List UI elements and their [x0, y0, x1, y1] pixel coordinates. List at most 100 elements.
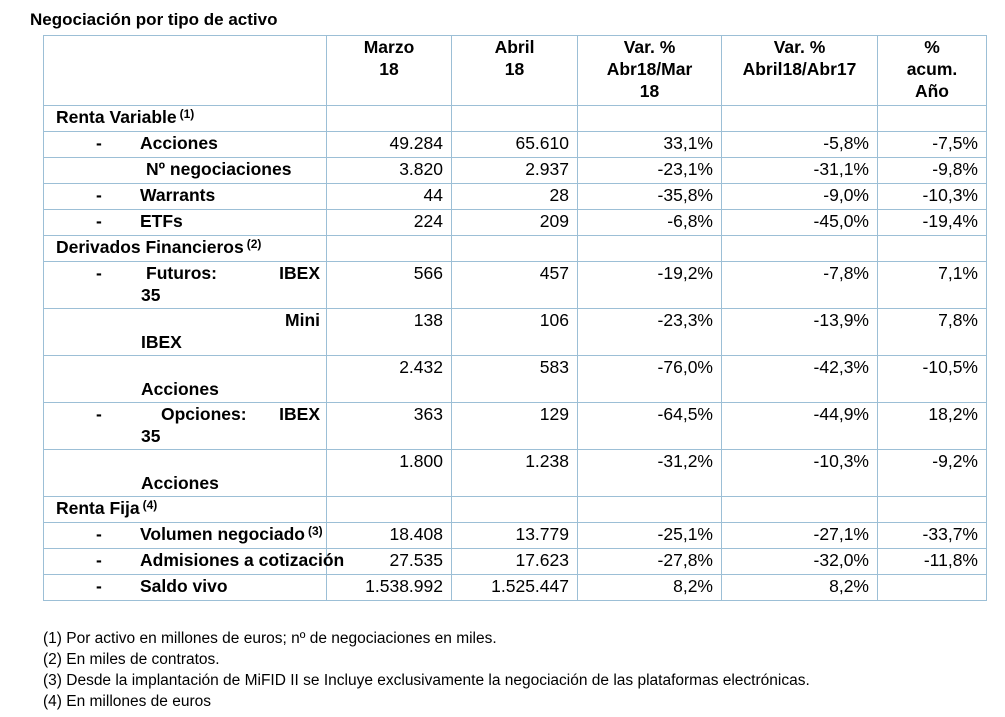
section-row: Derivados Financieros (2) [43, 235, 987, 262]
cell: -44,9% [721, 402, 878, 450]
cell: 65.610 [451, 131, 578, 158]
section-label: Renta Variable (1) [43, 105, 327, 132]
cell: 49.284 [326, 131, 452, 158]
cell: -23,3% [577, 308, 722, 356]
cell: 2.937 [451, 157, 578, 184]
cell: -11,8% [877, 548, 987, 575]
trading-table: Marzo 18 Abril 18 Var. % Abr18/Mar 18 Va… [43, 35, 987, 601]
cell: 8,2% [721, 574, 878, 601]
cell: -25,1% [577, 522, 722, 549]
cell: -35,8% [577, 183, 722, 210]
header-cell: % acum. Año [877, 35, 987, 106]
cell: -33,7% [877, 522, 987, 549]
table-row: - Volumen negociado (3) 18.408 13.779 -25,… [43, 522, 987, 549]
cell: 8,2% [577, 574, 722, 601]
cell: -10,3% [877, 183, 987, 210]
cell: 33,1% [577, 131, 722, 158]
cell: 209 [451, 209, 578, 236]
cell: 129 [451, 402, 578, 450]
cell: 18.408 [326, 522, 452, 549]
cell: 363 [326, 402, 452, 450]
cell: 44 [326, 183, 452, 210]
cell: 1.238 [451, 449, 578, 497]
section-row: Renta Variable (1) [43, 105, 987, 132]
row-label: - Warrants [43, 183, 327, 210]
section-label: Derivados Financieros (2) [43, 235, 327, 262]
table-row: - Warrants 44 28 -35,8% -9,0% -10,3% [43, 183, 987, 210]
footnote: (2) En miles de contratos. [43, 651, 220, 668]
cell: -42,3% [721, 355, 878, 403]
cell: -10,3% [721, 449, 878, 497]
cell: -45,0% [721, 209, 878, 236]
table-row: - Futuros: IBEX 35 566 457 -19,2% -7,8% 7,… [43, 261, 987, 309]
section-label: Renta Fija (4) [43, 496, 327, 523]
cell: 1.800 [326, 449, 452, 497]
row-label: - Saldo vivo [43, 574, 327, 601]
cell: -9,2% [877, 449, 987, 497]
footnote: (1) Por activo en millones de euros; nº … [43, 630, 497, 647]
footnote: (4) En millones de euros [43, 693, 211, 710]
cell: 28 [451, 183, 578, 210]
header-cell [43, 35, 327, 106]
row-label: Mini IBEX [43, 308, 327, 356]
cell: -19,2% [577, 261, 722, 309]
cell: 583 [451, 355, 578, 403]
table-row: - ETFs 224 209 -6,8% -45,0% -19,4% [43, 209, 987, 236]
header-cell: Marzo 18 [326, 35, 452, 106]
cell: 3.820 [326, 157, 452, 184]
row-label: - ETFs [43, 209, 327, 236]
cell: -19,4% [877, 209, 987, 236]
cell: 17.623 [451, 548, 578, 575]
header-cell: Abril 18 [451, 35, 578, 106]
table-row: - Acciones 49.284 65.610 33,1% -5,8% -7,5… [43, 131, 987, 158]
cell: -13,9% [721, 308, 878, 356]
table-row: - Saldo vivo 1.538.992 1.525.447 8,2% 8,2… [43, 574, 987, 601]
cell: 138 [326, 308, 452, 356]
row-label: Nº negociaciones [43, 157, 327, 184]
cell: 13.779 [451, 522, 578, 549]
row-label: Acciones [43, 449, 327, 497]
cell: 224 [326, 209, 452, 236]
row-label: - Admisiones a cotización [43, 548, 344, 575]
table-row: - Admisiones a cotización 27.535 17.623 -… [43, 548, 987, 575]
cell: -32,0% [721, 548, 878, 575]
cell: -76,0% [577, 355, 722, 403]
cell: -27,8% [577, 548, 722, 575]
footnotes: (1) Por activo en millones de euros; nº … [43, 628, 810, 712]
table-row: Mini IBEX 138 106 -23,3% -13,9% 7,8% [43, 308, 987, 356]
row-label: Acciones [43, 355, 327, 403]
cell: -27,1% [721, 522, 878, 549]
cell: 2.432 [326, 355, 452, 403]
cell: -5,8% [721, 131, 878, 158]
row-label: - Futuros: IBEX 35 [43, 261, 327, 309]
header-cell: Var. % Abr18/Mar 18 [577, 35, 722, 106]
cell: -6,8% [577, 209, 722, 236]
cell: 27.535 [326, 548, 452, 575]
cell: -9,8% [877, 157, 987, 184]
cell: -31,2% [577, 449, 722, 497]
cell: -10,5% [877, 355, 987, 403]
cell: 7,1% [877, 261, 987, 309]
cell: 1.538.992 [326, 574, 452, 601]
cell: -9,0% [721, 183, 878, 210]
table-row: Acciones 2.432 583 -76,0% -42,3% -10,5% [43, 355, 987, 403]
row-label: - Acciones [43, 131, 327, 158]
cell: 7,8% [877, 308, 987, 356]
cell: -7,8% [721, 261, 878, 309]
header-row: Marzo 18 Abril 18 Var. % Abr18/Mar 18 Va… [43, 35, 987, 106]
cell: -31,1% [721, 157, 878, 184]
row-label: - Opciones: IBEX 35 [43, 402, 327, 450]
cell [877, 574, 987, 601]
cell: 106 [451, 308, 578, 356]
header-cell: Var. % Abril18/Abr17 [721, 35, 878, 106]
page-title: Negociación por tipo de activo [30, 10, 278, 29]
cell: 18,2% [877, 402, 987, 450]
cell: -23,1% [577, 157, 722, 184]
cell: 457 [451, 261, 578, 309]
cell: -64,5% [577, 402, 722, 450]
table-row: Nº negociaciones 3.820 2.937 -23,1% -31,… [43, 157, 987, 184]
cell: 566 [326, 261, 452, 309]
table-row: Acciones 1.800 1.238 -31,2% -10,3% -9,2% [43, 449, 987, 497]
row-label: - Volumen negociado (3) [43, 522, 327, 549]
footnote: (3) Desde la implantación de MiFID II se… [43, 672, 810, 689]
